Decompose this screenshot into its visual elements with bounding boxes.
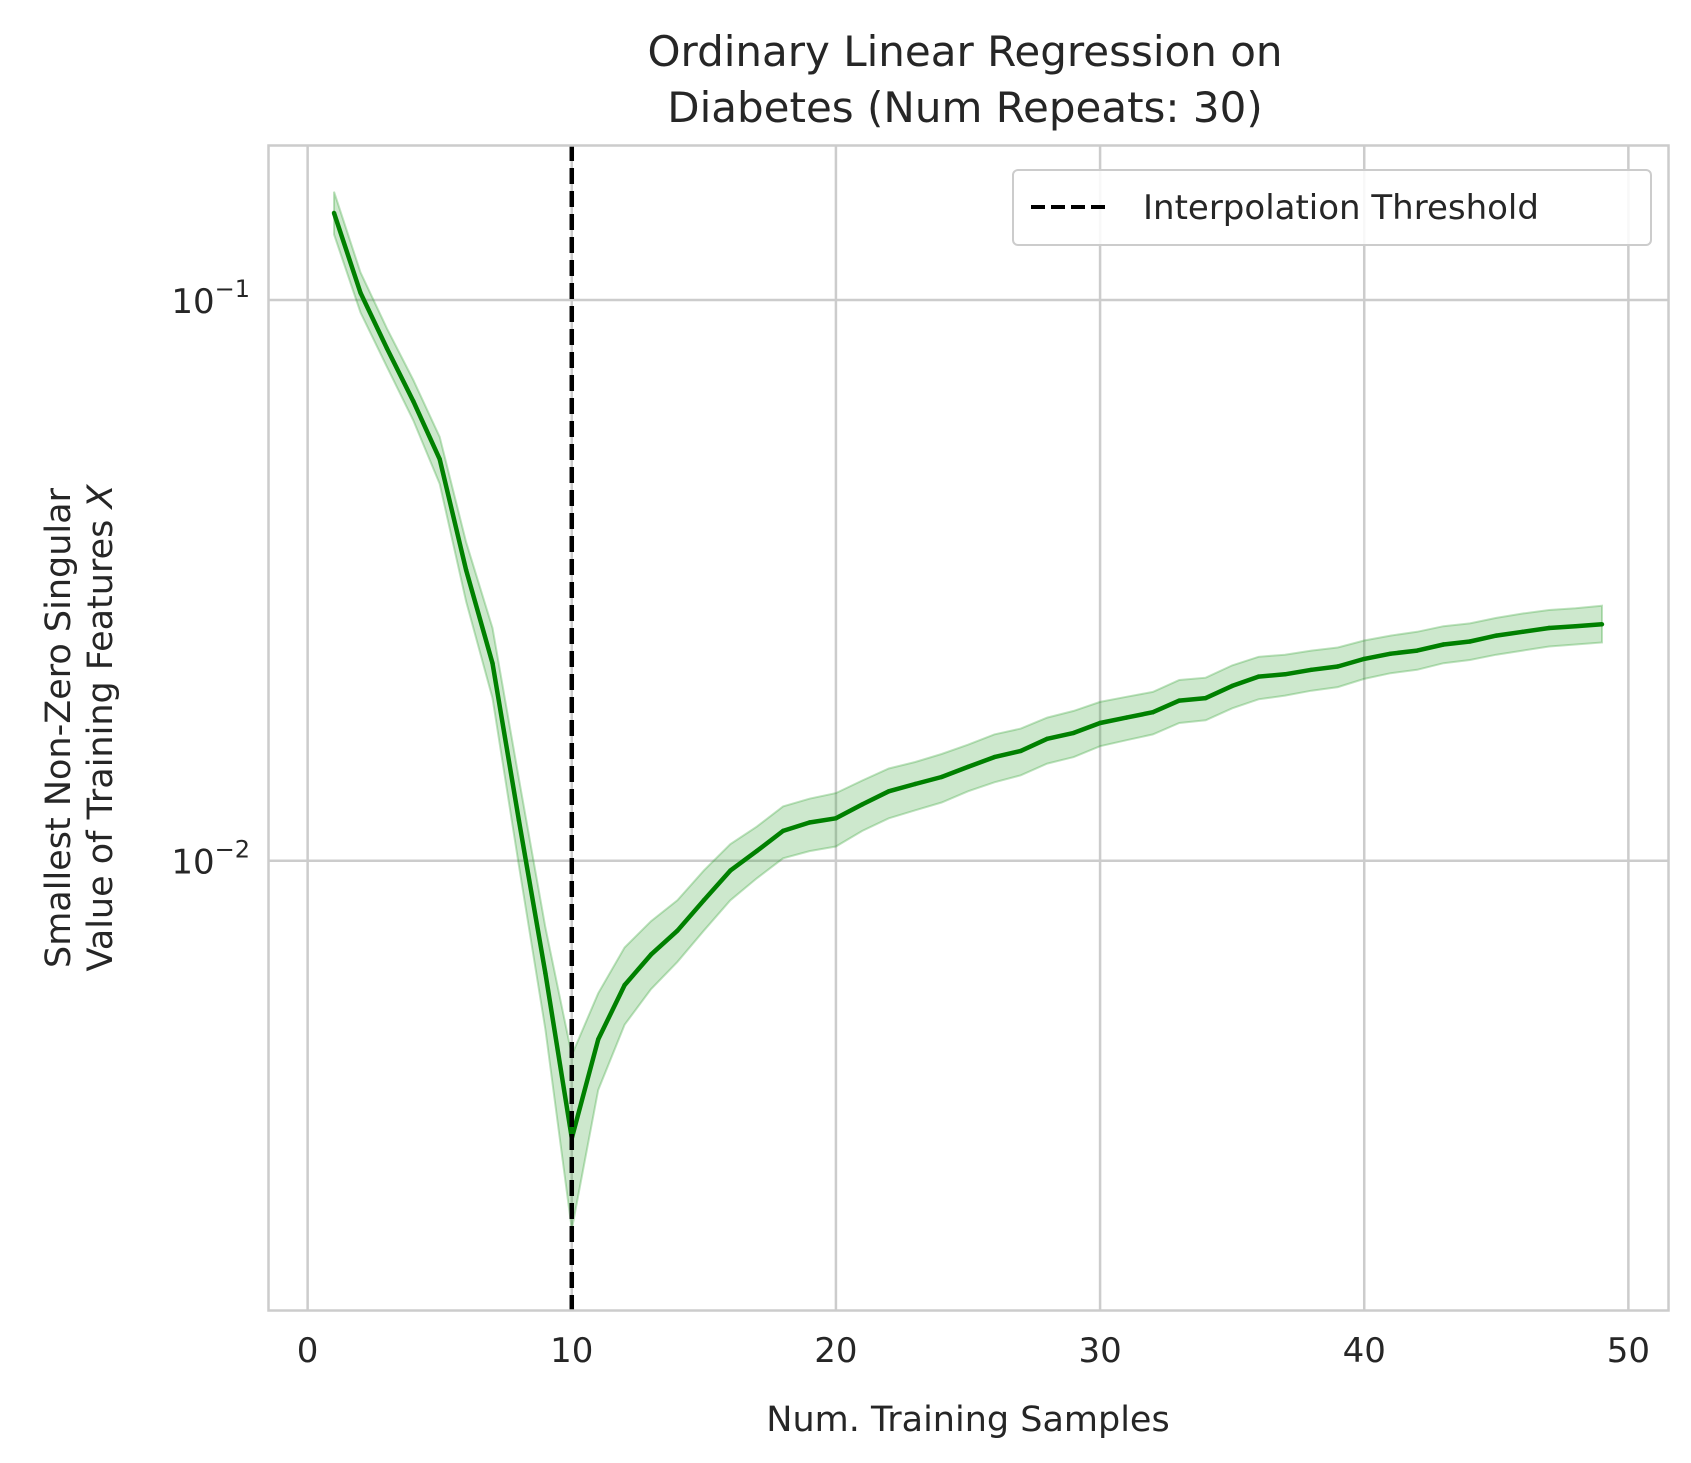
series-line (331, 212, 1603, 1141)
data-point (463, 567, 469, 573)
data-point (1256, 674, 1261, 679)
data-point (331, 210, 337, 216)
axes-frame (267, 144, 1670, 1312)
data-point (1520, 629, 1525, 634)
data-point (1467, 639, 1473, 644)
data-point (1546, 625, 1552, 631)
y-axis-label-line-2: Value of Training Features X (81, 484, 121, 972)
data-point (992, 754, 997, 760)
data-point (1150, 710, 1156, 715)
data-point (833, 816, 839, 821)
data-point (1441, 642, 1446, 647)
data-point (701, 898, 706, 903)
y-tick-label: 10−2 (171, 836, 250, 883)
data-point (1124, 715, 1129, 720)
data-point (780, 828, 786, 834)
x-tick-label: 50 (1607, 1331, 1650, 1371)
data-point (437, 457, 442, 462)
x-tick-label: 40 (1343, 1331, 1386, 1371)
x-tick-label: 10 (550, 1331, 593, 1371)
data-point (596, 1037, 601, 1042)
data-point (648, 952, 654, 957)
data-point (1230, 683, 1235, 689)
data-point (1414, 648, 1420, 653)
data-point (1388, 651, 1393, 656)
data-point (622, 982, 627, 988)
data-point (516, 818, 522, 823)
confidence-band (333, 191, 1603, 1230)
data-point (411, 399, 416, 404)
data-point (1045, 736, 1050, 741)
x-tick-label: 30 (1078, 1331, 1121, 1371)
data-point (965, 764, 971, 770)
data-point (886, 789, 891, 794)
data-point (1018, 748, 1023, 754)
data-point (1335, 664, 1341, 669)
legend-threshold-label: Interpolation Threshold (1143, 188, 1539, 228)
y-tick-label: 10−1 (171, 275, 250, 322)
data-point (1177, 698, 1182, 703)
data-point (1362, 656, 1367, 662)
data-point (728, 868, 733, 873)
data-point (807, 820, 812, 825)
data-point (543, 971, 548, 976)
x-tick-label: 20 (814, 1331, 857, 1371)
data-point (1097, 720, 1103, 726)
data-point (913, 781, 918, 787)
data-point (490, 661, 495, 666)
data-point (939, 774, 944, 780)
data-point (675, 928, 680, 933)
data-point (1071, 730, 1076, 736)
data-point (358, 290, 363, 295)
plot-area (331, 145, 1605, 1310)
chart-title-line-2: Diabetes (Num Repeats: 30) (667, 83, 1263, 132)
grid: 0 10 20 30 40 50 10−1 10−2 (171, 145, 1668, 1371)
legend-box (1012, 169, 1652, 246)
data-point (1599, 622, 1605, 627)
data-point (860, 802, 865, 807)
y-axis-label-line-1: Smallest Non-Zero Singular (39, 487, 79, 968)
data-point (1203, 695, 1208, 701)
data-point (1494, 633, 1499, 638)
x-axis-label: Num. Training Samples (766, 1400, 1169, 1440)
data-point (1309, 667, 1314, 672)
data-point (1573, 624, 1578, 629)
data-point (754, 848, 759, 854)
x-tick-label: 0 (297, 1331, 319, 1371)
data-point (1282, 672, 1288, 677)
data-point (384, 346, 390, 351)
chart-title-line-1: Ordinary Linear Regression on (647, 27, 1282, 76)
legend: Interpolation Threshold (1012, 169, 1652, 246)
